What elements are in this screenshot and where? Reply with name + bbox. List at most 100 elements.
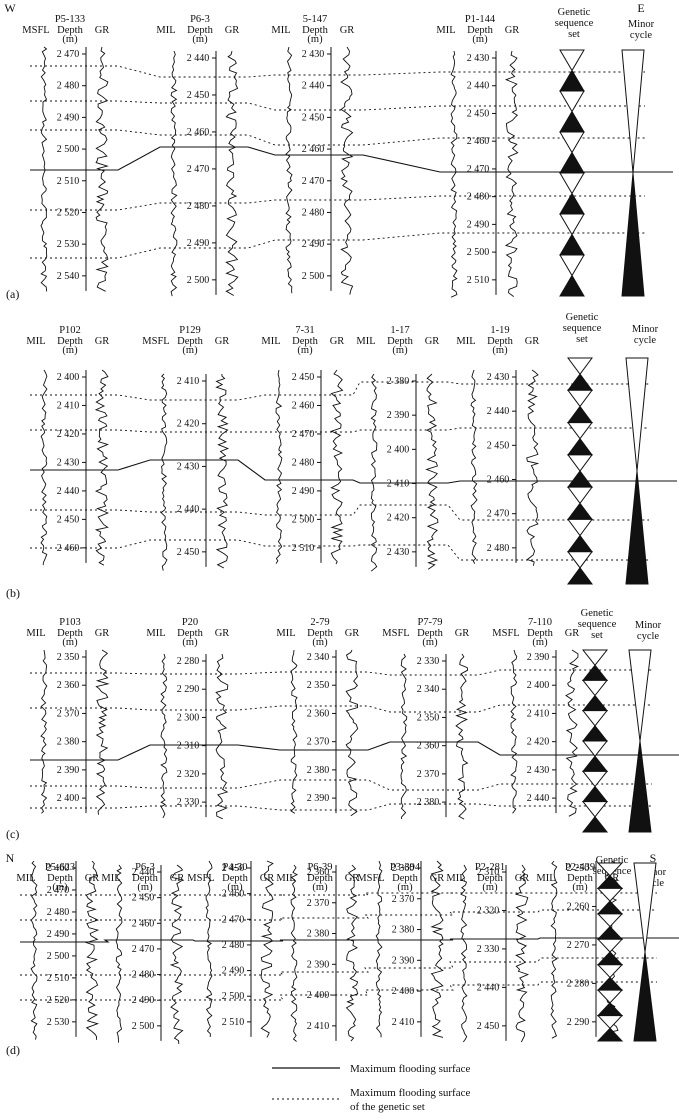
depth-tick-label: 2 280 [177, 656, 200, 667]
depth-tick-label: 2 460 [222, 889, 245, 900]
depth-tick-label: 2 480 [132, 970, 155, 981]
gr-log [95, 649, 110, 815]
depth-tick-label: 2 400 [307, 990, 330, 1001]
regressive-triangle [581, 664, 609, 681]
depth-label: Depth [477, 873, 503, 884]
well-name: P7-79 [417, 617, 442, 628]
gr-label: GR [340, 25, 355, 36]
gr-label: GR [95, 336, 110, 347]
left-curve-label: MSFL [492, 628, 519, 639]
depth-tick-label: 2 430 [387, 547, 410, 558]
depth-tick-label: 2 440 [132, 867, 155, 878]
depth-label: Depth [57, 336, 83, 347]
regressive-triangle [581, 816, 609, 833]
depth-tick-label: 2 410 [387, 479, 410, 490]
depth-tick-label: 2 470 [47, 885, 70, 896]
depth-tick-label: 2 360 [417, 741, 440, 752]
minor-cycle-rising-triangle [621, 49, 645, 174]
depth-tick-label: 2 450 [487, 440, 510, 451]
transgressive-triangle [596, 862, 624, 877]
well-name: 1-19 [490, 325, 509, 336]
well-name: 7-110 [528, 617, 552, 628]
left-curve-label: MIL [356, 336, 375, 347]
depth-tick-label: 2 520 [57, 207, 80, 218]
depth-tick-label: 2 440 [187, 53, 210, 64]
depth-tick-label: 2 440 [57, 486, 80, 497]
left-curve-label: MIL [26, 628, 45, 639]
depth-tick-label: 2 490 [47, 929, 70, 940]
well-P1-144: P1-144 MIL Depth(m) GR 2 430 2 440 2 450 2 460 2… [436, 14, 519, 298]
depth-tick-label: 2 390 [307, 793, 330, 804]
genetic-sequence-set-label: Genetic [596, 855, 629, 866]
left-curve-label: MIL [456, 336, 475, 347]
gr-log [455, 653, 469, 820]
well-P7-79: P7-79 MSFL Depth(m) GR 2 330 2 340 2 350 2 360 2… [382, 617, 469, 820]
depth-unit-label: (m) [532, 637, 548, 648]
depth-unit-label: (m) [392, 345, 408, 356]
depth-tick-label: 2 410 [307, 1021, 330, 1032]
depth-tick-label: 2 470 [57, 49, 80, 60]
depth-unit-label: (m) [482, 882, 498, 893]
transgressive-triangle [567, 422, 593, 440]
maximum-flooding-surface [30, 146, 673, 173]
transgressive-triangle [581, 740, 609, 757]
gr-label: GR [525, 336, 540, 347]
resistivity-log [400, 653, 408, 819]
depth-tick-label: 2 350 [57, 652, 80, 663]
regressive-triangle [567, 470, 593, 488]
depth-tick-label: 2 510 [292, 543, 315, 554]
depth-tick-label: 2 480 [57, 81, 80, 92]
genetic-set-surface [30, 100, 645, 111]
depth-tick-label: 2 430 [177, 461, 200, 472]
gr-log [225, 50, 239, 296]
genetic-sequence-column [596, 862, 624, 1042]
depth-tick-label: 2 400 [527, 680, 550, 691]
legend: Maximum flooding surface Maximum floodin… [272, 1063, 470, 1113]
depth-tick-label: 2 310 [177, 741, 200, 752]
maximum-flooding-surface [30, 459, 677, 484]
resistivity-log [160, 653, 168, 819]
transgressive-triangle [596, 938, 624, 953]
depth-unit-label: (m) [182, 637, 198, 648]
well-name: P6-3 [190, 14, 210, 25]
gr-log [425, 373, 439, 570]
depth-tick-label: 2 250 [567, 863, 590, 874]
depth-unit-label: (m) [62, 34, 78, 45]
transgressive-triangle [567, 518, 593, 537]
regressive-triangle [596, 1002, 624, 1017]
regressive-triangle [567, 567, 593, 585]
gr-log [526, 369, 540, 566]
panel-label: (a) [6, 287, 19, 301]
well-P5-133: P5-133 MSFL Depth(m) GR 2 470 2 480 2 490 2 500… [22, 14, 109, 292]
depth-tick-label: 2 420 [177, 419, 200, 430]
gr-log [330, 369, 344, 565]
regressive-triangle [559, 151, 585, 174]
depth-tick-label: 2 450 [57, 514, 80, 525]
depth-tick-label: 2 370 [392, 894, 415, 905]
gr-label: GR [565, 628, 580, 639]
genetic-set-surface [30, 195, 645, 211]
depth-tick-label: 2 440 [302, 81, 325, 92]
well-7-31: 7-31 MIL Depth(m) GR 2 450 2 460 2 470 2 480 2 4… [261, 325, 344, 565]
depth-label: Depth [487, 336, 513, 347]
depth-unit-label: (m) [52, 882, 68, 893]
genetic-sequence-set-label: sequence [563, 323, 602, 334]
transgressive-triangle [596, 989, 624, 1004]
transgressive-triangle [567, 486, 593, 505]
genetic-set-surface [30, 504, 649, 521]
regressive-triangle [596, 900, 624, 915]
depth-tick-label: 2 360 [307, 708, 330, 719]
genetic-set-surface [30, 129, 645, 146]
minor-cycle-falling-triangle [628, 740, 652, 833]
well-name: 5-147 [303, 14, 328, 25]
well-P103: P103 MIL Depth(m) GR 2 350 2 360 2 370 2 380 2 3… [26, 617, 110, 815]
depth-tick-label: 2 500 [47, 951, 70, 962]
depth-unit-label: (m) [397, 882, 413, 893]
depth-tick-label: 2 400 [387, 444, 410, 455]
depth-tick-label: 2 350 [417, 712, 440, 723]
well-name: P4-30 [222, 862, 247, 873]
depth-tick-label: 2 360 [392, 863, 415, 874]
depth-tick-label: 2 500 [222, 991, 245, 1002]
